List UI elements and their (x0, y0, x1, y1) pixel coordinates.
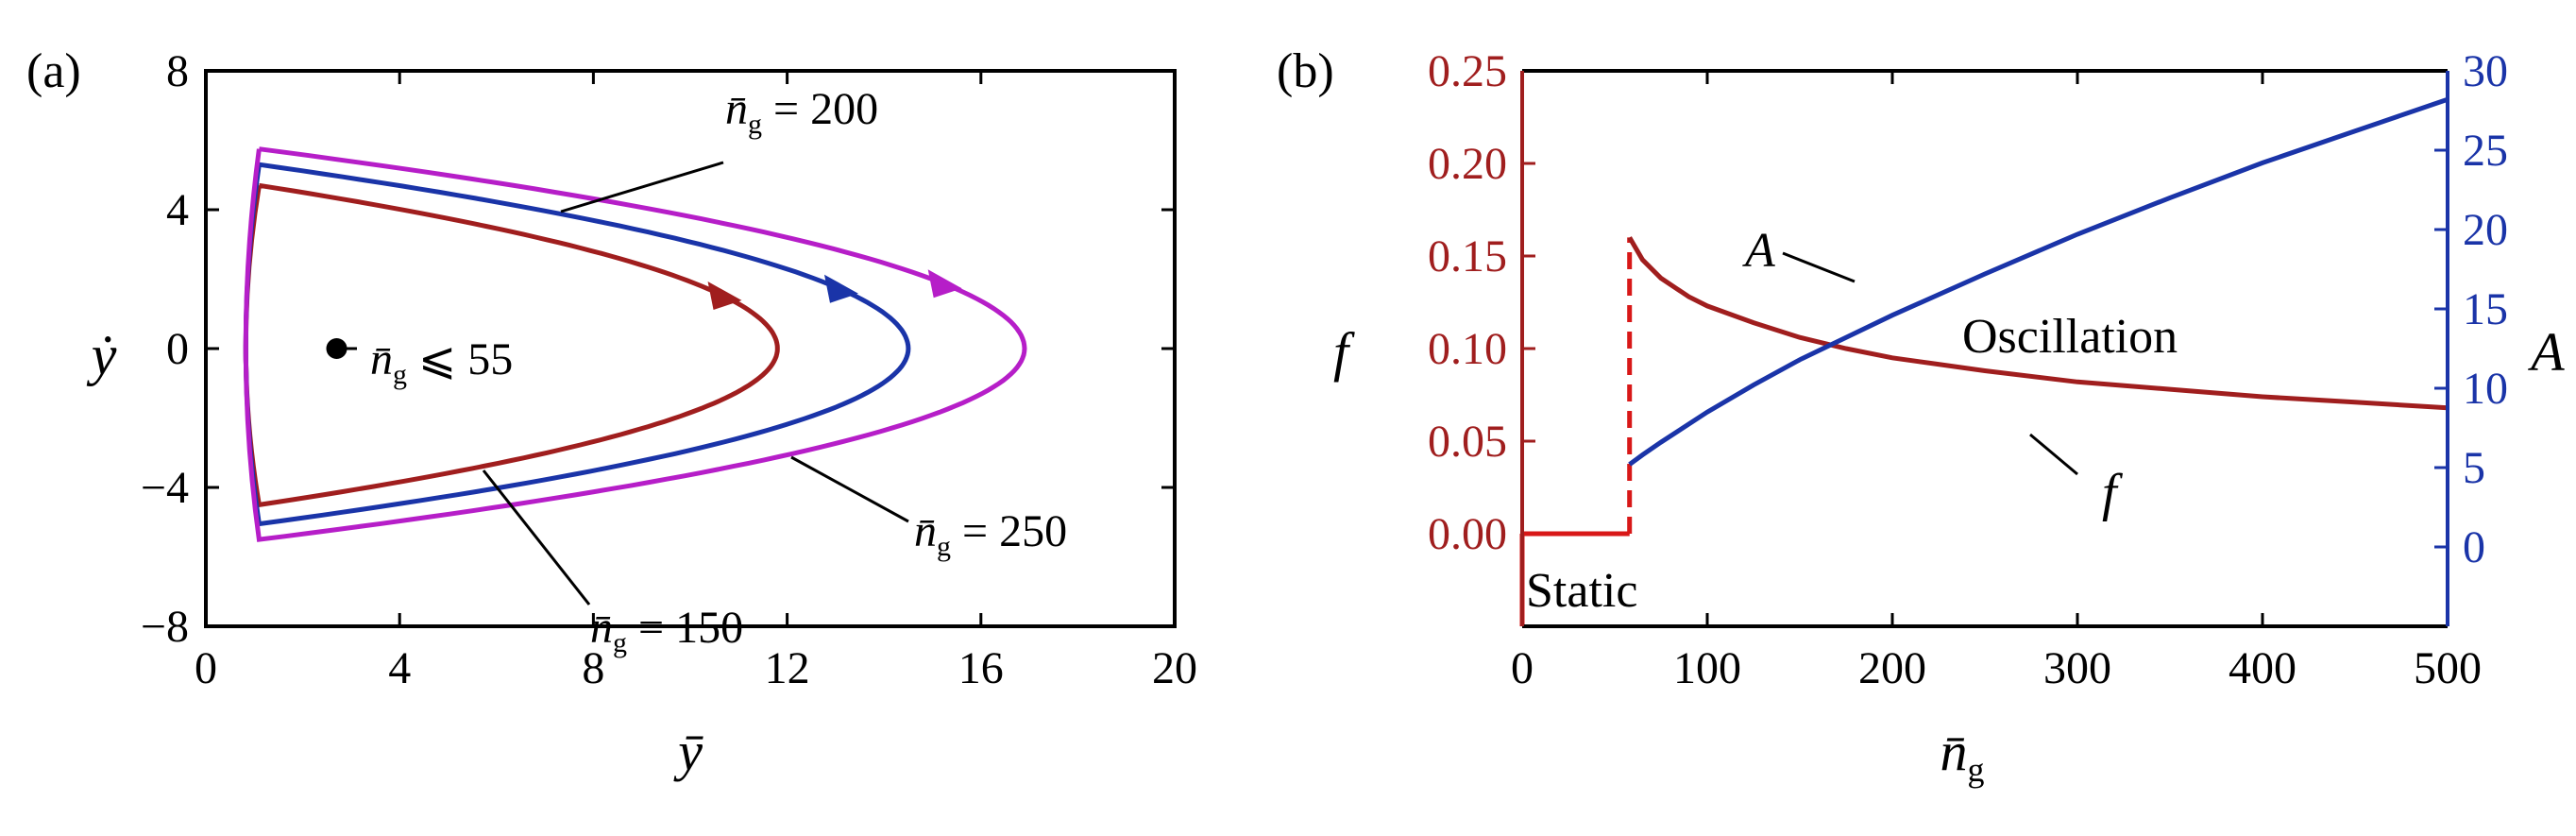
annotation-f: f (2102, 464, 2124, 522)
b-x-tick-label-300: 300 (2043, 643, 2111, 693)
x-tick-label-12: 12 (765, 643, 810, 693)
annotation-A: A (1742, 224, 1775, 278)
b-yr-tick-label-20: 20 (2463, 205, 2508, 255)
fixed-point-label: n̄g ⩽ 55 (370, 334, 513, 390)
panel-a-trajectories (243, 146, 1027, 542)
y-tick-label-8: 8 (166, 46, 189, 96)
trajectory-arrow-1 (823, 274, 858, 303)
x-tick-label-4: 4 (388, 643, 411, 693)
y-tick-label-4: 4 (166, 185, 189, 235)
b-x-tick-label-100: 100 (1673, 643, 1741, 693)
trajectory-150 (243, 182, 780, 508)
b-yr-tick-label-15: 15 (2463, 284, 2508, 334)
y-tick-label-0: 0 (166, 324, 189, 374)
leader-ng-250 (790, 455, 909, 523)
panel-a-tick-labels: 0 4 8 12 16 20 −8 −4 0 4 8 (141, 46, 1197, 693)
x-tick-label-16: 16 (958, 643, 1004, 693)
panel-b-tick-labels: 0 100 200 300 400 5000.000.050.100.150.200.25… (1428, 46, 2508, 693)
annotation-oscillation: Oscillation (1962, 310, 2178, 364)
panel-a-ylabel: ẏ (87, 324, 117, 386)
label-ng-150: n̄g = 150 (590, 603, 743, 658)
leader-ng-200 (560, 161, 724, 213)
x-tick-label-8: 8 (582, 643, 604, 693)
panel-b: (b) 0 100 200 300 400 5000.000.050.100.150.20… (1277, 44, 2565, 789)
b-yr-tick-label-0: 0 (2463, 522, 2485, 572)
trajectory-200 (243, 162, 911, 527)
y-tick-label--4: −4 (141, 463, 189, 513)
panel-a-label: (a) (26, 44, 81, 98)
b-yl-tick-label-0.25: 0.25 (1428, 46, 1507, 96)
b-yr-tick-label-10: 10 (2463, 364, 2508, 414)
fixed-point-label-sub: g (393, 359, 407, 390)
b-yl-tick-label-0.10: 0.10 (1428, 324, 1507, 374)
series-2 (1627, 236, 2449, 411)
y-tick-label--8: −8 (141, 602, 189, 652)
b-x-tick-label-0: 0 (1511, 643, 1534, 693)
series-3 (1628, 96, 2449, 467)
annotation-static: Static (1526, 564, 1637, 618)
label-ng-200: n̄g = 200 (725, 84, 878, 140)
trajectory-arrow-0 (707, 282, 742, 311)
b-yr-tick-label-25: 25 (2463, 126, 2508, 176)
leader-ng-150 (482, 469, 591, 606)
panel-a-frame (204, 69, 1177, 628)
b-yl-tick-label-0.05: 0.05 (1428, 417, 1507, 467)
fixed-point-label-rest: ⩽ 55 (407, 334, 513, 384)
b-yl-tick-label-0.15: 0.15 (1428, 231, 1507, 282)
leader-A (1782, 251, 1856, 283)
leader-f (2029, 433, 2078, 476)
b-x-tick-label-200: 200 (1858, 643, 1926, 693)
b-yr-tick-label-30: 30 (2463, 46, 2508, 96)
trajectory-arrow-2 (927, 269, 962, 299)
x-tick-label-0: 0 (195, 643, 217, 693)
b-x-tick-label-400: 400 (2229, 643, 2296, 693)
panel-b-ylabel-left: f (1333, 321, 1355, 383)
label-ng-250: n̄g = 250 (914, 506, 1067, 562)
b-yl-tick-label-0.20: 0.20 (1428, 139, 1507, 189)
panel-a-xlabel: ȳ (673, 721, 703, 782)
panel-b-xlabel: n̄g (1940, 721, 1985, 789)
b-yl-tick-label-0.00: 0.00 (1428, 509, 1507, 559)
x-tick-label-20: 20 (1152, 643, 1197, 693)
panel-b-label: (b) (1277, 44, 1334, 98)
panel-b-ylabel-right: A (2527, 321, 2565, 383)
b-yr-tick-label-5: 5 (2463, 443, 2485, 493)
b-x-tick-label-500: 500 (2414, 643, 2482, 693)
trajectory-250 (243, 146, 1027, 542)
fixed-point-label-n: n̄ (370, 334, 393, 384)
